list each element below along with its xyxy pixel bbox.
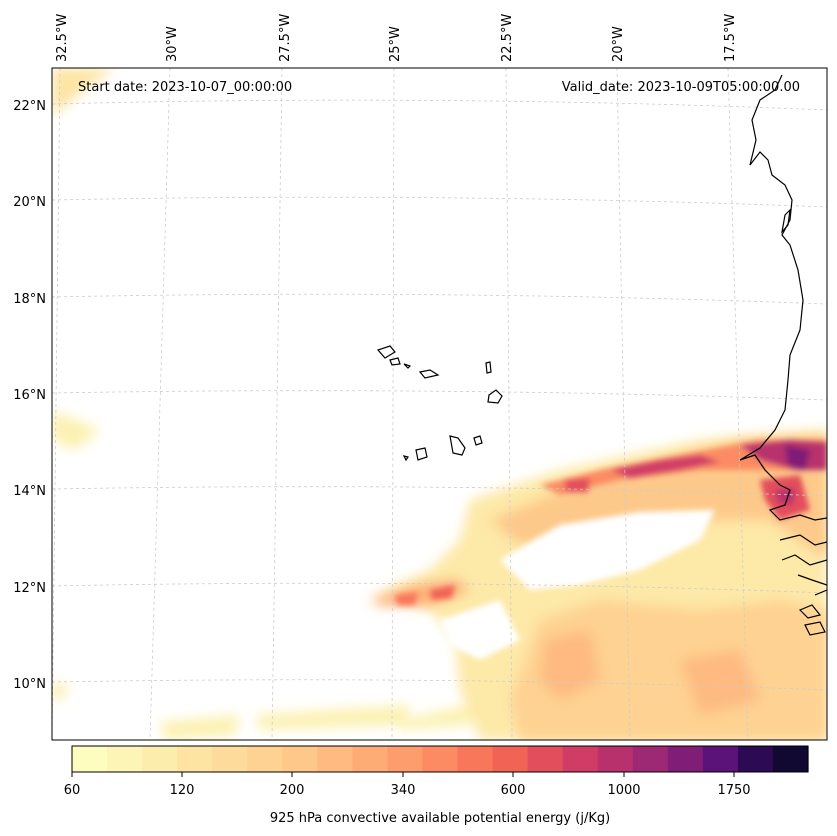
colorbar-swatch <box>352 746 389 772</box>
gridlines <box>52 68 827 740</box>
colorbar-swatch <box>527 746 564 772</box>
colorbar-swatch <box>597 746 634 772</box>
coastline <box>376 74 827 636</box>
map-panel: Start date: 2023-10-07_00:00:00 Valid_da… <box>51 67 828 741</box>
colorbar-swatch <box>282 746 318 772</box>
colorbar-swatch <box>422 746 459 772</box>
lon-label: 17.5°W <box>723 14 738 62</box>
colorbar-tick-label: 120 <box>170 783 195 798</box>
colorbar-tick-label: 200 <box>280 783 305 798</box>
lon-label: 22.5°W <box>500 14 515 62</box>
lat-label: 18°N <box>13 292 46 307</box>
lat-label: 20°N <box>13 195 46 210</box>
latitude-labels: 22°N 20°N 18°N 16°N 14°N 12°N 10°N <box>13 99 46 692</box>
lon-label: 30°W <box>165 26 180 62</box>
colorbar-tick-label: 600 <box>501 783 526 798</box>
colorbar: 60 120 200 340 600 1000 1750 925 hPa con… <box>64 745 809 826</box>
colorbar-tick-label: 340 <box>391 783 416 798</box>
colorbar-swatch <box>142 746 178 772</box>
colorbar-swatch <box>492 746 529 772</box>
colorbar-swatch <box>702 746 739 772</box>
colorbar-tick-label: 60 <box>64 783 81 798</box>
cape-field <box>52 68 827 740</box>
map-frame <box>51 67 828 741</box>
colorbar-swatch <box>667 746 704 772</box>
colorbar-swatch <box>212 746 248 772</box>
lon-label: 27.5°W <box>278 14 293 62</box>
colorbar-swatch <box>107 746 143 772</box>
colorbar-tick-label: 1750 <box>717 783 750 798</box>
colorbar-swatch <box>632 746 669 772</box>
colorbar-swatch <box>772 746 809 772</box>
colorbar-swatch <box>177 746 213 772</box>
lat-label: 22°N <box>13 99 46 114</box>
colorbar-swatch <box>317 746 353 772</box>
longitude-labels: 32.5°W 30°W 27.5°W 25°W 22.5°W 20°W 17.5… <box>55 14 738 62</box>
colorbar-swatch <box>72 746 108 772</box>
colorbar-swatch <box>247 746 283 772</box>
valid-date-label: Valid_date: 2023-10-09T05:00:00.00 <box>562 80 800 95</box>
colorbar-swatch <box>737 746 774 772</box>
lat-label: 14°N <box>13 484 46 499</box>
lon-label: 32.5°W <box>55 14 70 62</box>
start-date-label: Start date: 2023-10-07_00:00:00 <box>78 80 292 95</box>
lon-label: 20°W <box>611 26 626 62</box>
lat-label: 16°N <box>13 388 46 403</box>
lat-label: 12°N <box>13 581 46 596</box>
lat-label: 10°N <box>13 677 46 692</box>
colorbar-tick-label: 1000 <box>607 783 640 798</box>
lon-label: 25°W <box>388 26 403 62</box>
colorbar-swatches <box>72 746 809 772</box>
colorbar-ticks <box>71 772 735 777</box>
colorbar-swatch <box>457 746 494 772</box>
colorbar-swatch <box>387 746 424 772</box>
colorbar-label: 925 hPa convective available potential e… <box>270 811 610 826</box>
colorbar-frame <box>71 745 809 773</box>
colorbar-swatch <box>562 746 599 772</box>
